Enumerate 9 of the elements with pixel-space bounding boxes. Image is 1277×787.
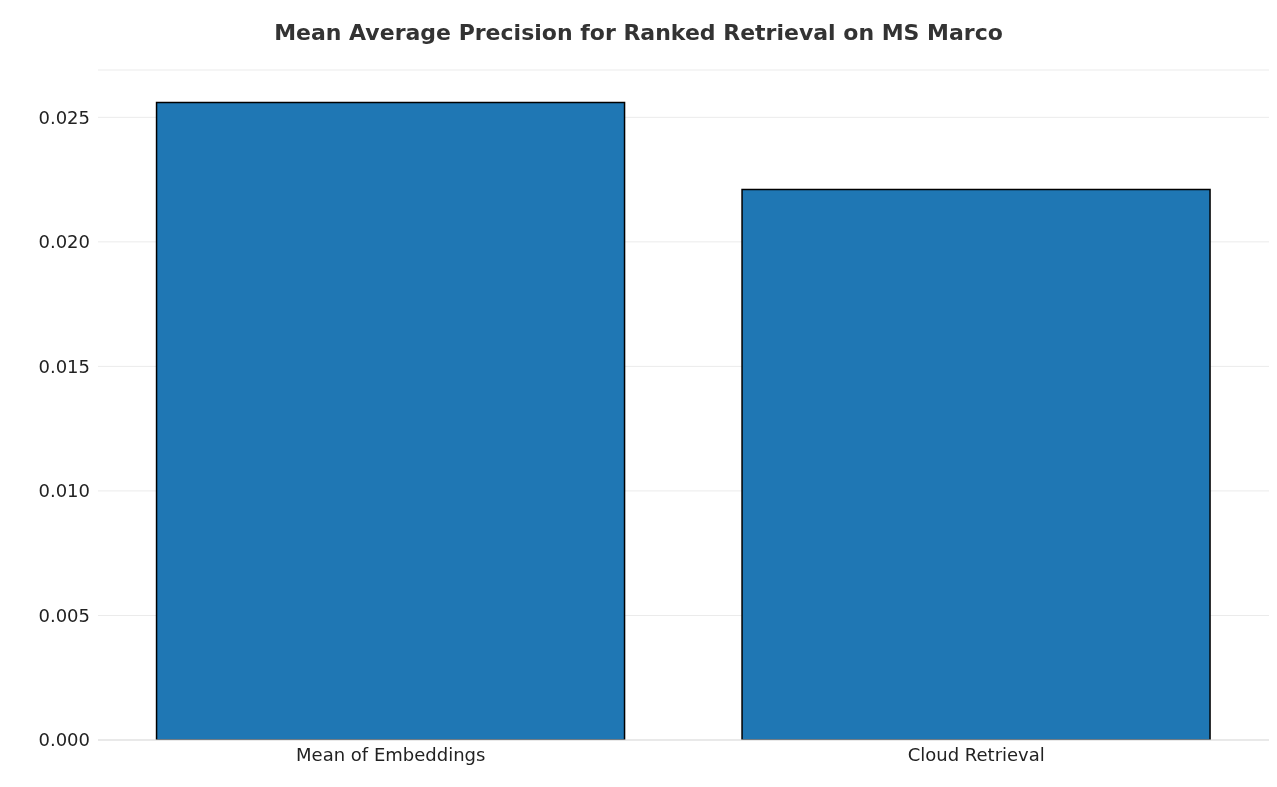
chart-title: Mean Average Precision for Ranked Retrieval on MS Marco bbox=[273, 19, 1004, 47]
y-tick-label: 0.015 bbox=[38, 355, 90, 377]
y-tick-label: 0.025 bbox=[38, 106, 90, 128]
x-tick-label: Cloud Retrieval bbox=[907, 743, 1045, 765]
y-tick-label: 0.000 bbox=[38, 729, 90, 751]
y-tick-label: 0.010 bbox=[38, 480, 90, 502]
y-tick-label: 0.005 bbox=[38, 604, 90, 626]
y-tick-label: 0.020 bbox=[38, 231, 90, 253]
x-tick-label: Mean of Embeddings bbox=[296, 743, 486, 765]
